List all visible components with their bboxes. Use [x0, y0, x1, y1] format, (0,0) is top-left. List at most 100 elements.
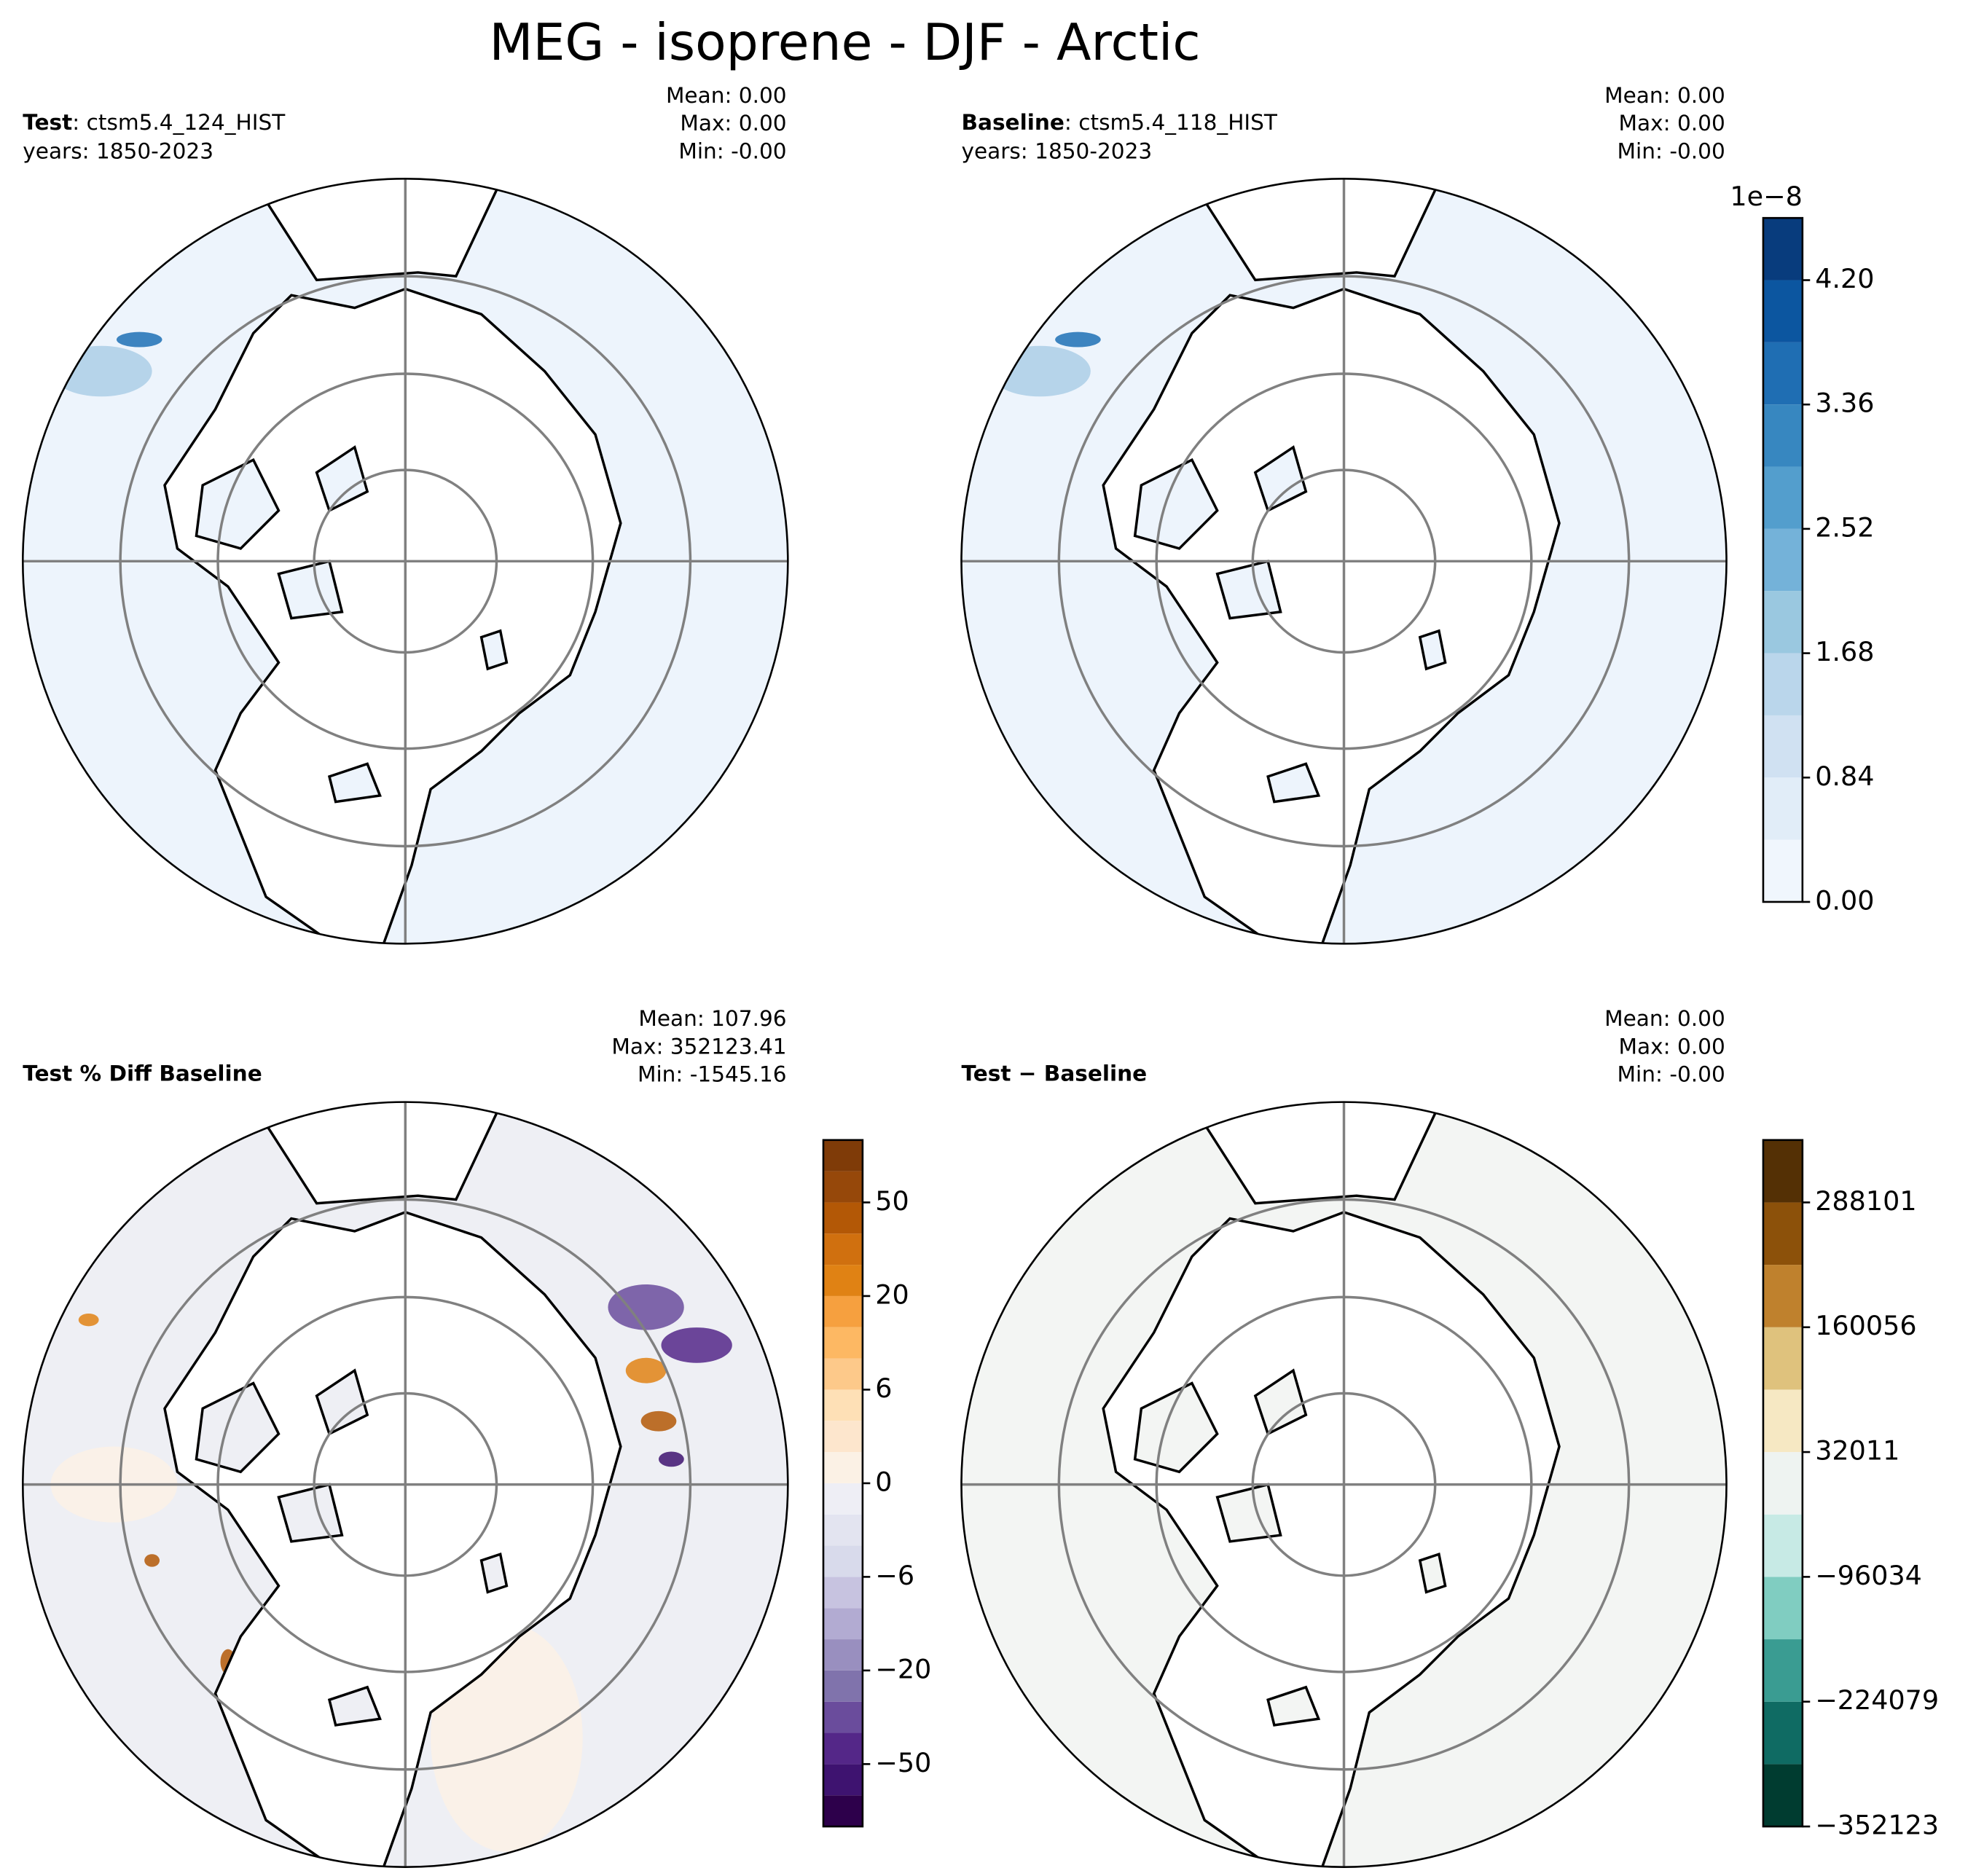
colorbar-band [823, 1795, 863, 1827]
colorbar-band [823, 1483, 863, 1515]
colorbar-band [1763, 777, 1803, 840]
colorbar-band [823, 1421, 863, 1453]
colorbar-band [1763, 1639, 1803, 1702]
colorbar-band [823, 1452, 863, 1483]
land-shade [1055, 331, 1101, 348]
colorbar-band [1763, 342, 1803, 405]
colorbar-band [823, 1295, 863, 1327]
colorbar-band [823, 1670, 863, 1702]
diff-patch [144, 1554, 160, 1567]
colorbar-band [1763, 466, 1803, 529]
colorbar-band [1763, 404, 1803, 467]
colorbar-band [1763, 839, 1803, 902]
colorbar-tick-label: 50 [875, 1185, 909, 1217]
map-boundary [21, 177, 789, 945]
colorbar-tick-label: 1.68 [1815, 636, 1874, 667]
panel-label-text: : ctsm5.4_124_HIST [72, 109, 286, 134]
polar-map [21, 177, 789, 945]
colorbar-tick-label: −50 [875, 1747, 931, 1778]
diff-patch [659, 1451, 684, 1467]
colorbar-band [1763, 653, 1803, 715]
colorbar-tick-label: −20 [875, 1653, 931, 1684]
colorbar-tick-label: −224079 [1815, 1684, 1939, 1716]
land-shade [989, 345, 1091, 397]
colorbar-tick-label: 4.20 [1815, 263, 1874, 294]
panel-label-text: : ctsm5.4_118_HIST [1065, 109, 1278, 134]
colorbar-band [1763, 1139, 1803, 1203]
panel-stat: Max: 0.00 [1619, 1034, 1725, 1059]
panel-years: years: 1850-2023 [961, 138, 1152, 163]
colorbar-band [1763, 1389, 1803, 1453]
colorbar-band [1763, 1764, 1803, 1827]
colorbar-band [823, 1701, 863, 1733]
map-boundary [21, 1101, 789, 1868]
polar-map [21, 1101, 789, 1868]
land-shade [116, 331, 162, 348]
colorbar-tick-label: 6 [875, 1373, 892, 1404]
panel-stat: Max: 0.00 [680, 111, 786, 136]
panel-label-bold: Test % Diff Baseline [23, 1061, 262, 1086]
colorbar-tick-label: 288101 [1815, 1185, 1916, 1217]
colorbar-band [823, 1389, 863, 1421]
colorbar-tick-label: 20 [875, 1279, 909, 1310]
colorbar-tick-label: −352123 [1815, 1810, 1939, 1841]
panel-stat: Mean: 0.00 [666, 83, 787, 108]
polar-map [960, 177, 1728, 945]
panel-label-bold: Test [23, 109, 72, 134]
diff-patch [78, 1313, 99, 1327]
diff-patch [608, 1284, 684, 1330]
panel-years: years: 1850-2023 [23, 138, 213, 163]
colorbar-band [823, 1732, 863, 1765]
colorbar-band [1763, 1327, 1803, 1390]
panel-stat: Min: -0.00 [1618, 138, 1725, 163]
colorbar-band [1763, 715, 1803, 778]
map-boundary [960, 177, 1728, 945]
colorbar-tick-label: 0 [875, 1466, 892, 1497]
colorbar-offset: 1e−8 [1730, 181, 1802, 212]
colorbar-band [823, 1514, 863, 1546]
panel-stat: Min: -0.00 [678, 138, 786, 163]
colorbar-band [823, 1171, 863, 1203]
panel-label: Baseline: ctsm5.4_118_HIST [961, 109, 1277, 134]
colorbar-frame [1762, 216, 1804, 903]
colorbar-band [1763, 1202, 1803, 1265]
colorbar-tick-label: −96034 [1815, 1560, 1922, 1591]
panel-stat: Mean: 107.96 [638, 1006, 786, 1031]
colorbar-band [823, 1608, 863, 1640]
colorbar-band [1763, 528, 1803, 592]
colorbar-band [1763, 1701, 1803, 1765]
diff-patch [640, 1410, 677, 1432]
land-shade [50, 345, 152, 397]
colorbar-band [823, 1139, 863, 1171]
panel-label-bold: Test − Baseline [961, 1061, 1147, 1086]
figure-title: MEG - isoprene - DJF - Arctic [490, 13, 1201, 72]
panel-label-bold: Baseline [961, 109, 1064, 134]
colorbar-band [823, 1545, 863, 1577]
colorbar-band [823, 1265, 863, 1296]
panel-label: Test: ctsm5.4_124_HIST [23, 109, 286, 134]
colorbar-band [823, 1358, 863, 1390]
panel-stat: Min: -1545.16 [638, 1062, 787, 1087]
diff-patch [625, 1357, 667, 1384]
colorbar-band [823, 1233, 863, 1265]
panel-stat: Max: 352123.41 [611, 1034, 786, 1059]
colorbar-band [1763, 218, 1803, 280]
colorbar-tick-label: 0.84 [1815, 761, 1874, 792]
colorbar-band [1763, 1577, 1803, 1640]
colorbar-band [1763, 591, 1803, 654]
panel-stat: Max: 0.00 [1619, 111, 1725, 136]
colorbar-band [823, 1327, 863, 1359]
panel-label: Test − Baseline [961, 1061, 1147, 1086]
colorbar-band [823, 1202, 863, 1234]
colorbar-tick-label: 0.00 [1815, 884, 1874, 916]
colorbar-band [1763, 1514, 1803, 1577]
colorbar-frame [1762, 1139, 1804, 1828]
panel-stat: Min: -0.00 [1618, 1062, 1725, 1087]
map-boundary [960, 1101, 1728, 1868]
colorbar-tick-label: 2.52 [1815, 511, 1874, 543]
colorbar-band [1763, 1452, 1803, 1515]
colorbar-band [823, 1764, 863, 1796]
panel-label: Test % Diff Baseline [23, 1061, 262, 1086]
polar-map [960, 1101, 1728, 1868]
diff-patch [661, 1327, 732, 1363]
